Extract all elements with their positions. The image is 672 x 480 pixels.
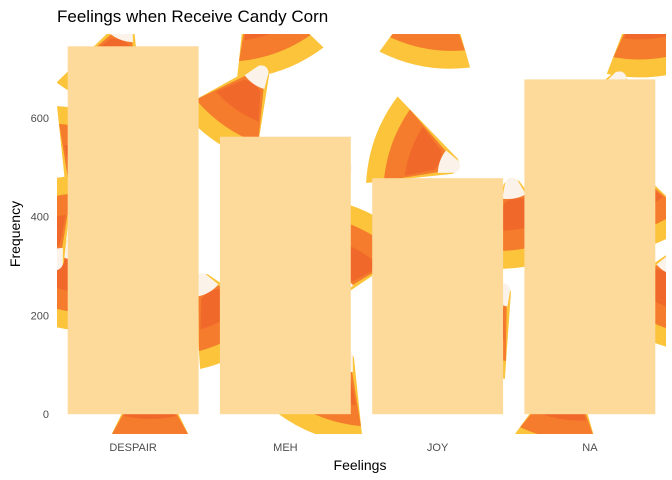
candy-corn-piece <box>237 34 324 79</box>
candy-corn-piece <box>379 34 471 69</box>
candy-corn-piece <box>57 176 73 271</box>
plot-panel <box>57 34 666 434</box>
y-axis-ticks: 0 200 400 600 <box>31 113 49 421</box>
candy-corn-piece <box>366 96 461 183</box>
y-axis-title: Frequency <box>7 201 23 267</box>
x-tick-label: JOY <box>427 442 449 454</box>
bars <box>67 46 656 415</box>
x-tick-label: MEH <box>273 442 298 454</box>
y-tick-label: 400 <box>31 212 49 224</box>
y-tick-label: 0 <box>43 409 49 421</box>
bar-joy <box>372 178 504 415</box>
x-axis-title: Feelings <box>334 457 387 473</box>
y-tick-label: 600 <box>31 113 49 125</box>
bar-despair <box>67 46 199 415</box>
chart-title: Feelings when Receive Candy Corn <box>57 7 328 26</box>
y-tick-label: 200 <box>31 311 49 323</box>
bar-meh <box>219 136 351 415</box>
bar-na <box>524 79 656 415</box>
x-axis-ticks: DESPAIR MEH JOY NA <box>109 442 598 454</box>
candy-corn-piece <box>606 34 666 78</box>
x-tick-label: NA <box>582 442 598 454</box>
x-tick-label: DESPAIR <box>109 442 157 454</box>
